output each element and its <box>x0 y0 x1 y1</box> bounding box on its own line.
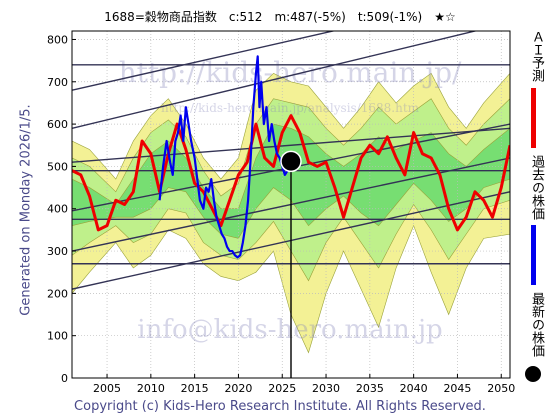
x-tick-label: 2050 <box>487 382 515 395</box>
y-tick-label: 600 <box>47 118 68 131</box>
x-tick-label: 2035 <box>356 382 384 395</box>
generated-date: Generated on Monday 2026/1/5. <box>18 104 34 316</box>
rating-stars: ★☆ <box>434 10 456 24</box>
legend-latest-label: 最新の株価 <box>529 292 544 357</box>
plot-frame <box>71 30 511 379</box>
trend-value: t:509(-1%) <box>357 10 423 24</box>
trend-line <box>72 127 510 163</box>
legend-history-swatch <box>531 225 536 285</box>
y-tick-label: 200 <box>47 287 68 300</box>
x-tick-label: 2030 <box>312 382 340 395</box>
x-tick-label: 2040 <box>400 382 428 395</box>
copyright-text: Copyright (c) Kids-Hero Research Institu… <box>74 399 486 414</box>
watermark-url: http://kids-hero.main.jp/ <box>119 56 462 89</box>
trend-line <box>72 31 337 91</box>
medium-value: m:487(-5%) <box>274 10 346 24</box>
y-tick-label: 800 <box>47 33 68 46</box>
legend-prediction-swatch <box>531 88 536 148</box>
ticker-title: 1688=穀物商品指数 <box>104 10 217 24</box>
trend-line <box>72 31 478 130</box>
y-tick-label: 700 <box>47 76 68 89</box>
x-tick-label: 2025 <box>268 382 296 395</box>
x-tick-label: 2015 <box>181 382 209 395</box>
y-tick-label: 500 <box>47 160 68 173</box>
x-tick-label: 2010 <box>137 382 165 395</box>
y-tick-label: 400 <box>47 203 68 216</box>
y-tick-label: 100 <box>47 330 68 343</box>
chart-header: 1688=穀物商品指数 c:512 m:487(-5%) t:509(-1%) ★☆ <box>0 8 560 25</box>
chart-series <box>72 55 510 378</box>
legend-history-label: 過去の株価 <box>529 155 544 220</box>
x-tick-label: 2005 <box>93 382 121 395</box>
history-series <box>158 55 293 259</box>
y-tick-label: 300 <box>47 245 68 258</box>
current-price: c:512 <box>228 10 263 24</box>
watermark-email: info@kids-hero.main.jp <box>137 315 442 345</box>
watermark-analysis-url: http://kids-hero.main.jp/analysis/1688.h… <box>161 101 420 115</box>
x-tick-label: 2045 <box>443 382 471 395</box>
prediction-series <box>72 114 510 232</box>
watermarks: http://kids-hero.main.jp/http://kids-her… <box>119 56 462 345</box>
chart-axes: 2005 2010 2015 2020 2025 2030 2035 2040 2045 2050… <box>47 30 515 395</box>
y-tick-label: 0 <box>61 372 68 385</box>
x-tick-label: 2020 <box>224 382 252 395</box>
legend-prediction-label: ＡＩ予測 <box>529 30 544 82</box>
legend: ＡＩ予測 過去の株価 最新の株価 <box>520 30 550 385</box>
latest-price-marker <box>280 150 302 173</box>
legend-latest-marker <box>525 366 541 382</box>
